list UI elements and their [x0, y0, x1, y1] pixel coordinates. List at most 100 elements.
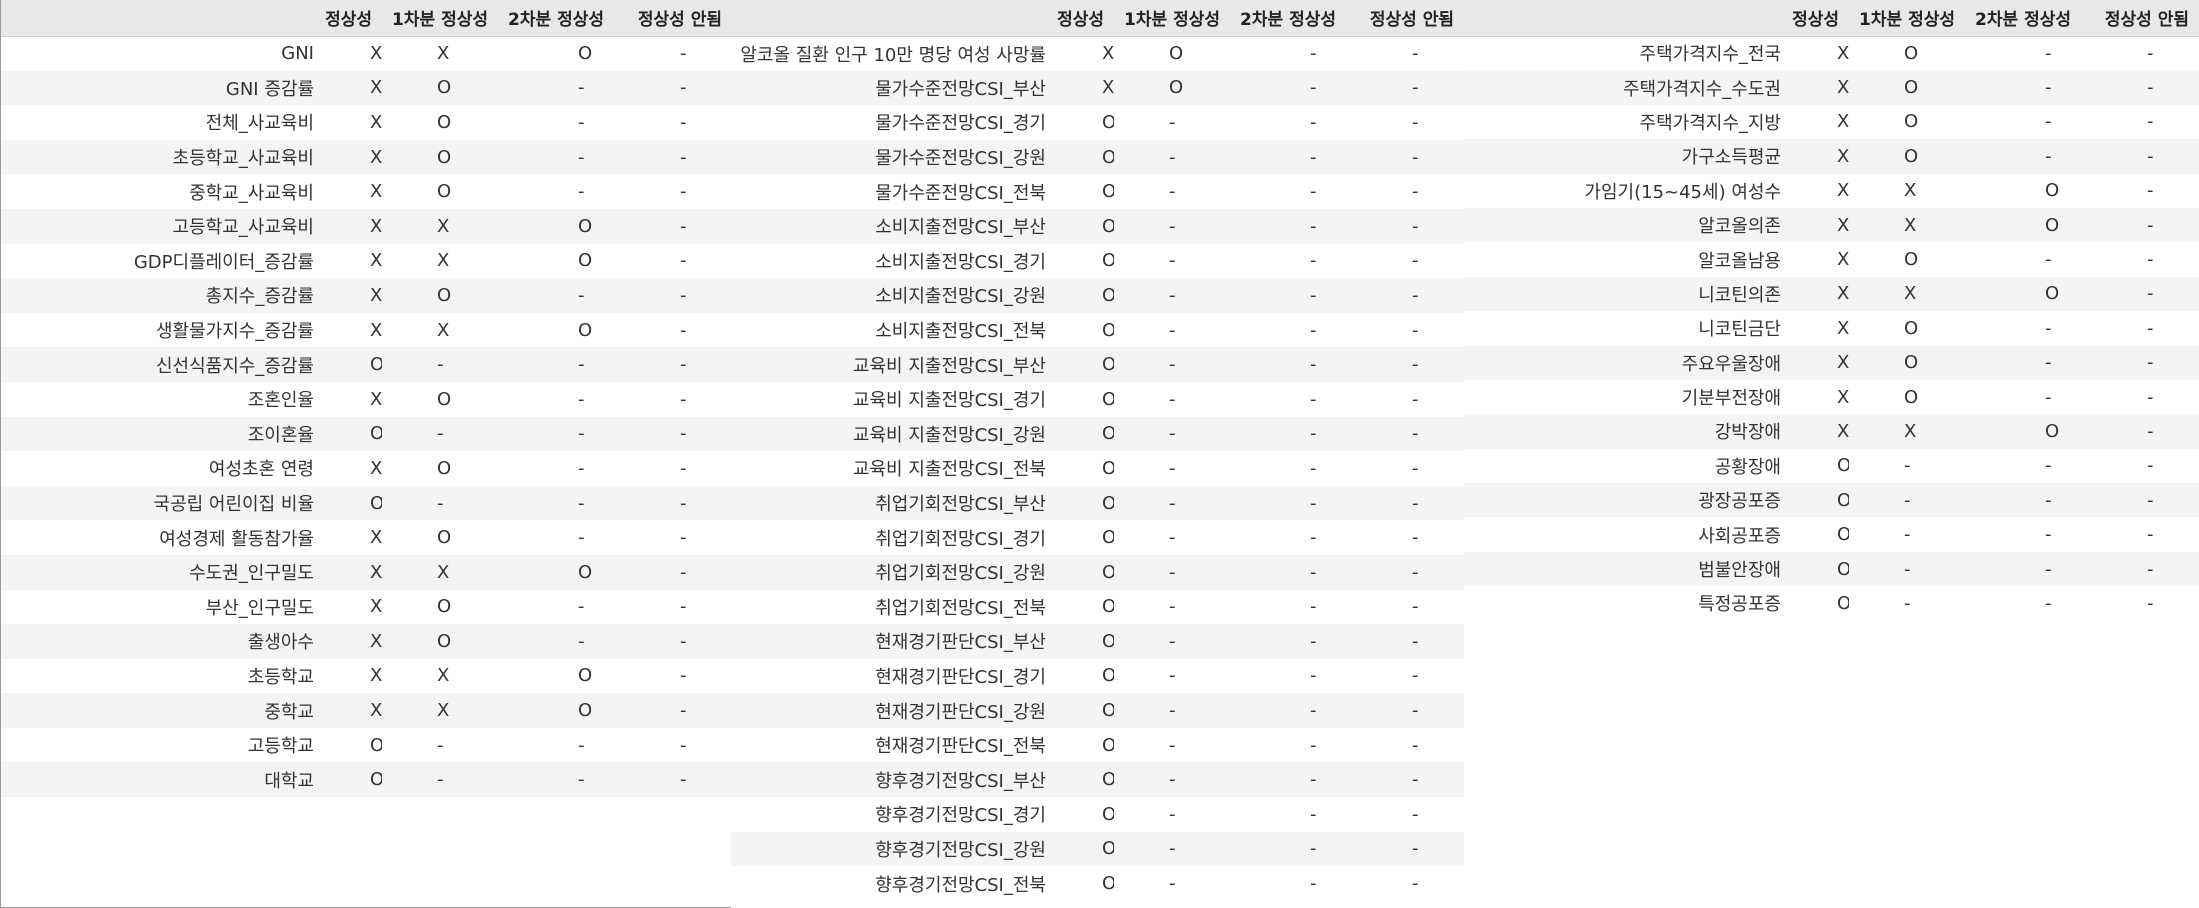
cell-first-diff: O [1849, 36, 1965, 71]
row-label: 기분부전장애 [1464, 379, 1789, 415]
cell-stationary: X [1789, 242, 1849, 277]
table-row: 현재경기판단CSI_전북 O - - - [731, 727, 1464, 763]
cell-not-stationary: - [614, 278, 732, 313]
cell-first-diff: O [1849, 242, 1965, 277]
table-row: 가구소득평균 X O - - [1464, 139, 2199, 174]
cell-stationary: O [1054, 416, 1114, 452]
cell-stationary: O [322, 416, 382, 452]
cell-second-diff: O [498, 693, 614, 728]
cell-stationary: O [1789, 483, 1849, 518]
cell-not-stationary: - [1346, 208, 1464, 244]
cell-first-diff: - [1114, 416, 1230, 452]
cell-first-diff: - [1849, 586, 1965, 621]
cell-first-diff: O [382, 624, 498, 659]
row-label: 사회공포증 [1464, 517, 1789, 552]
cell-stationary: O [1054, 831, 1114, 867]
cell-not-stationary: - [614, 70, 732, 106]
cell-not-stationary: - [614, 727, 732, 763]
table-row: 향후경기전망CSI_강원 O - - - [731, 831, 1464, 867]
table-body: 알코올 질환 인구 10만 명당 여성 사망률 X O - - 물가수준전망CSI_부산 X… [731, 36, 1464, 901]
cell-not-stationary: - [1346, 762, 1464, 798]
cell-first-diff: O [1114, 70, 1230, 106]
table-row: 소비지출전망CSI_부산 O - - - [731, 208, 1464, 244]
cell-stationary: O [1054, 347, 1114, 382]
cell-first-diff: - [1114, 727, 1230, 763]
cell-stationary: X [1789, 379, 1849, 415]
table-row: 총지수_증감률 X O - - [1, 278, 732, 313]
cell-second-diff: - [1230, 866, 1346, 901]
cell-first-diff: X [382, 693, 498, 728]
cell-first-diff: X [382, 208, 498, 244]
table-row: 출생아수 X O - - [1, 624, 732, 659]
table-row: 중학교_사교육비 X O - - [1, 174, 732, 209]
row-label: GNI 증감률 [1, 70, 322, 106]
row-label: 현재경기판단CSI_전북 [731, 727, 1054, 763]
header-variable [731, 0, 1054, 37]
cell-second-diff: - [1230, 278, 1346, 313]
cell-second-diff: - [1230, 762, 1346, 798]
cell-stationary: X [1789, 104, 1849, 140]
cell-first-diff: - [1849, 483, 1965, 518]
cell-stationary: O [322, 347, 382, 382]
cell-stationary: X [1054, 70, 1114, 106]
cell-second-diff: - [498, 139, 614, 175]
row-label: 공황장애 [1464, 448, 1789, 484]
cell-second-diff: - [498, 624, 614, 659]
cell-stationary: O [1789, 517, 1849, 552]
cell-not-stationary: - [1346, 554, 1464, 590]
header-second-diff: 2차분 정상성 [1230, 0, 1346, 37]
cell-not-stationary: - [614, 174, 732, 209]
table-row: 여성초혼 연령 X O - - [1, 451, 732, 486]
cell-not-stationary: - [1346, 105, 1464, 140]
cell-stationary: O [1054, 589, 1114, 625]
cell-stationary: O [1789, 586, 1849, 621]
row-label: 생활물가지수_증감률 [1, 312, 322, 348]
table-row: 취업기회전망CSI_경기 O - - - [731, 520, 1464, 555]
cell-stationary: X [1789, 70, 1849, 105]
row-label: 전체_사교육비 [1, 105, 322, 140]
cell-first-diff: - [1114, 693, 1230, 728]
cell-not-stationary: - [2081, 104, 2199, 140]
table-row: 알코올남용 X O - - [1464, 242, 2199, 277]
cell-first-diff: - [1114, 485, 1230, 521]
row-label: 고등학교 [1, 727, 322, 763]
cell-first-diff: - [1114, 554, 1230, 590]
row-label: 여성초혼 연령 [1, 451, 322, 486]
cell-first-diff: - [1114, 312, 1230, 348]
row-label: 교육비 지출전망CSI_경기 [731, 381, 1054, 417]
table-row: 물가수준전망CSI_전북 O - - - [731, 174, 1464, 209]
stationarity-table-2: 정상성 1차분 정상성 2차분 정상성 정상성 안됨 알코올 질환 인구 10만… [731, 0, 1464, 901]
cell-second-diff: - [1230, 105, 1346, 140]
cell-second-diff: - [498, 485, 614, 521]
cell-stationary: O [1054, 381, 1114, 417]
row-label: 주택가격지수_지방 [1464, 104, 1789, 140]
cell-stationary: O [1054, 278, 1114, 313]
row-label: 대학교 [1, 762, 322, 798]
cell-stationary: X [1789, 173, 1849, 208]
cell-second-diff: - [498, 105, 614, 140]
row-label: 현재경기판단CSI_강원 [731, 693, 1054, 728]
cell-first-diff: - [1114, 624, 1230, 659]
table-row: 니코틴금단 X O - - [1464, 311, 2199, 346]
cell-second-diff: - [1230, 70, 1346, 106]
row-label: 조혼인율 [1, 381, 322, 417]
table-row: 현재경기판단CSI_경기 O - - - [731, 658, 1464, 694]
cell-first-diff: - [1849, 517, 1965, 552]
table-row: 여성경제 활동참가율 X O - - [1, 520, 732, 555]
table-row: 초등학교 X X O - [1, 658, 732, 694]
table-row: 소비지출전망CSI_강원 O - - - [731, 278, 1464, 313]
table-body: 주택가격지수_전국 X O - - 주택가격지수_수도권 X O - - 주택가격지수_지방 X O - -… [1464, 36, 2199, 621]
row-label: GNI [1, 36, 322, 71]
cell-stationary: X [1789, 311, 1849, 346]
cell-second-diff: - [1965, 311, 2081, 346]
cell-stationary: X [322, 624, 382, 659]
cell-stationary: O [1054, 520, 1114, 555]
table-row: 가임기(15~45세) 여성수 X X O - [1464, 173, 2199, 208]
cell-second-diff: O [1965, 276, 2081, 312]
cell-first-diff: - [1114, 243, 1230, 279]
cell-first-diff: - [382, 485, 498, 521]
cell-not-stationary: - [614, 693, 732, 728]
cell-second-diff: O [498, 554, 614, 590]
cell-second-diff: - [1230, 485, 1346, 521]
table-row: 생활물가지수_증감률 X X O - [1, 312, 732, 348]
